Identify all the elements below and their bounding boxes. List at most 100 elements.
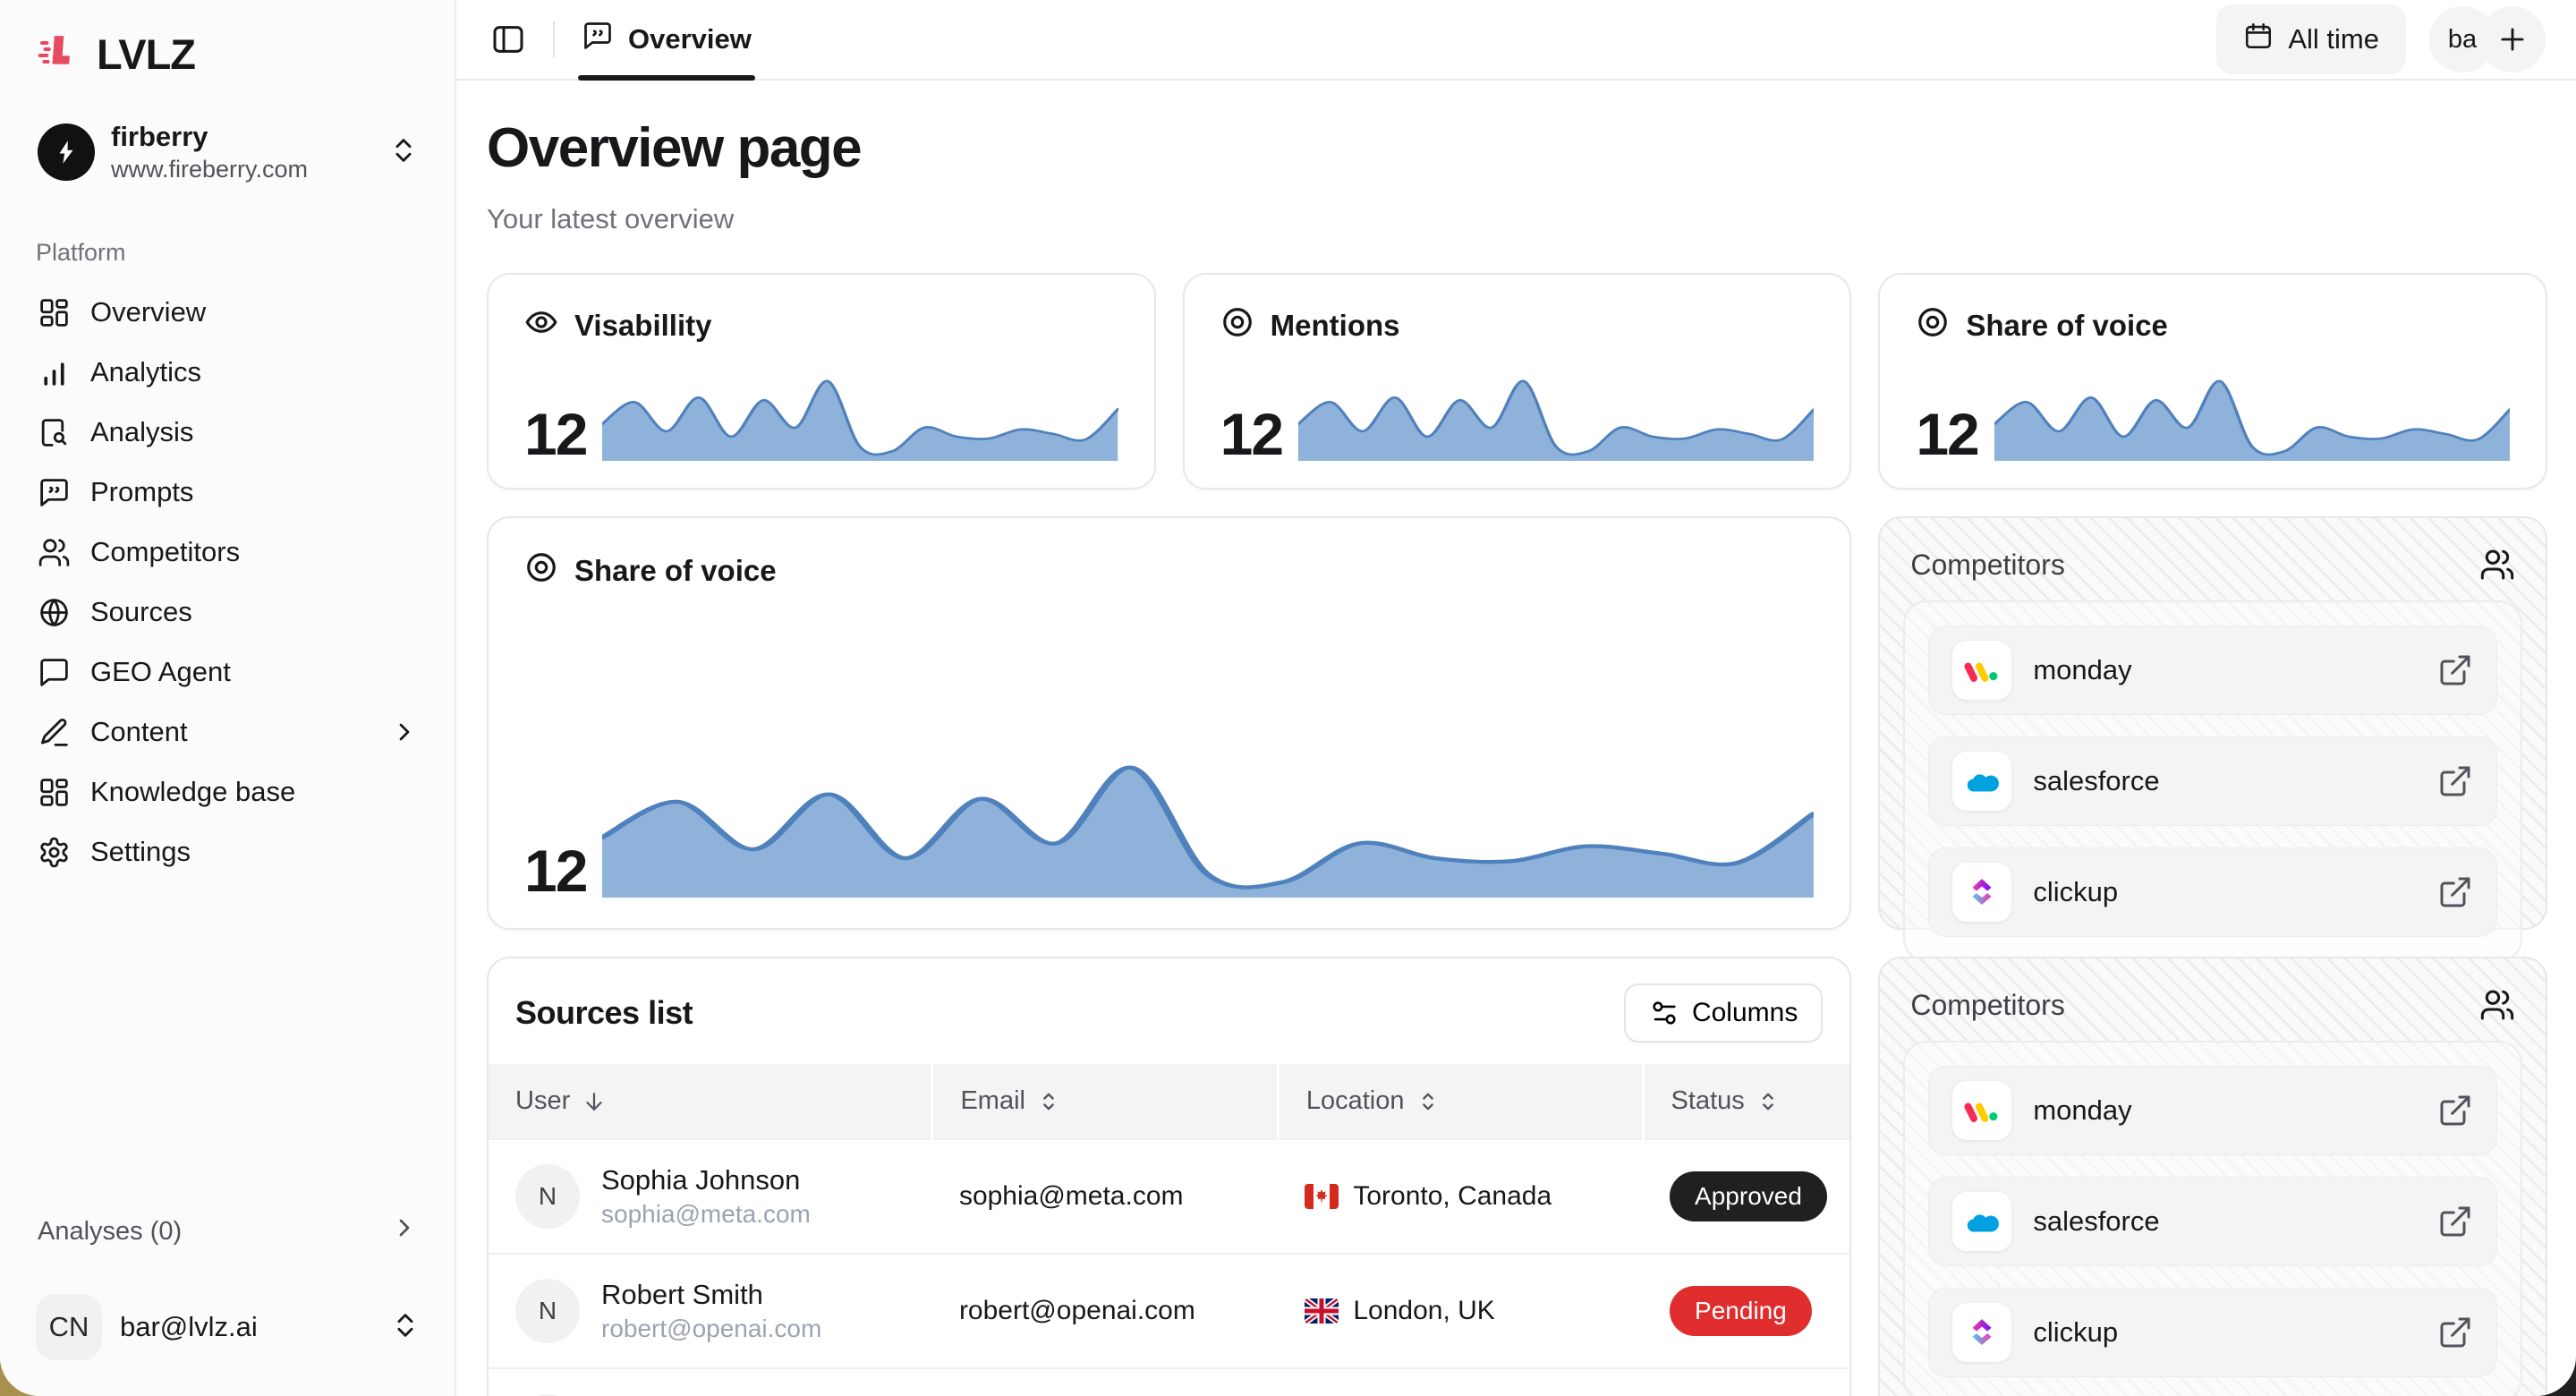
sidebar-item-analyses[interactable]: Analyses (0) [27,1201,429,1262]
page-title: Overview page [487,117,863,179]
workspace-name: firberry [111,121,208,152]
profile-avatar-button[interactable]: ba [2429,6,2495,72]
salesforce-logo-icon [1952,752,2012,811]
competitor-row[interactable]: monday [1928,626,2497,715]
external-link-icon[interactable] [2437,763,2473,799]
sidebar-item-analytics[interactable]: Analytics [27,343,429,403]
message-quote-icon [38,476,71,509]
sidebar-item-prompts[interactable]: Prompts [27,463,429,523]
email-cell: robert@openai.com [931,1253,1279,1368]
stat-card-value: 12 [524,400,588,467]
topbar: Overview All time ba [456,0,2576,81]
location-cell: London, UK [1353,1296,1495,1325]
table-row[interactable]: N Olivia Brown olivia@tesla.fr olivia@te… [489,1367,1850,1396]
columns-button[interactable]: Columns [1623,983,1824,1043]
column-header-status: Status [1643,1064,1850,1139]
status-badge: Pending [1670,1286,1812,1336]
competitors-list: monday salesforce clickup [1903,600,2522,962]
sidebar-item-label: GEO Agent [90,656,231,687]
user-account-switcher[interactable]: CN bar@lvlz.ai [27,1285,429,1369]
competitor-row[interactable]: salesforce [1928,736,2497,826]
competitors-card: Competitors monday salesforce clickup Ad… [1878,957,2547,1396]
sort-desc-icon [581,1088,608,1115]
sidebar-item-competitors[interactable]: Competitors [27,523,429,583]
competitor-row[interactable]: clickup [1928,1288,2497,1377]
time-filter-button[interactable]: All time [2216,4,2406,74]
competitor-name: monday [2033,1094,2132,1126]
sidebar-item-settings[interactable]: Settings [27,822,429,882]
sidebar-item-sources[interactable]: Sources [27,583,429,643]
stat-card-value: 12 [1220,400,1284,467]
sparkline-chart [602,740,1815,898]
sidebar-item-knowledge-base[interactable]: Knowledge base [27,762,429,822]
stat-card-title: Mentions [1270,309,1400,342]
table-header-row: User Email Location Status [489,1064,1850,1139]
sidebar-item-label: Analytics [90,356,202,387]
sparkline-chart [602,364,1118,461]
analyses-label: Analyses (0) [38,1216,183,1246]
salesforce-logo-icon [1952,1192,2012,1251]
user-avatar: CN [36,1294,102,1360]
table-row[interactable]: N Robert Smith robert@openai.com robert@… [489,1253,1850,1368]
brand-logo[interactable]: LVLZ [27,23,429,79]
external-link-icon[interactable] [2437,1093,2473,1128]
user-name: Robert Smith [601,1278,763,1310]
sidebar-item-content[interactable]: Content [27,702,429,762]
column-header-user: User [489,1064,934,1139]
lvlz-logo-icon [34,29,84,79]
sidebar: LVLZ firberry www.fireberry.com Platform… [0,0,456,1396]
dashboard-icon [38,776,71,809]
sidebar-item-label: Prompts [90,476,194,507]
sidebar-toggle-button[interactable] [487,18,530,61]
chevron-right-icon [390,718,419,746]
sidebar-item-label: Settings [90,836,191,867]
sparkline-chart [1994,364,2510,461]
bar-chart-icon [38,356,71,389]
sidebar-item-label: Sources [90,596,192,627]
chevron-right-icon [390,1213,419,1249]
sources-list-card: Sources list Columns User Email Location St… [487,957,1852,1396]
stat-card-title: Visabillity [574,309,712,342]
brand-name: LVLZ [97,30,196,78]
workspace-avatar [38,123,95,182]
external-link-icon[interactable] [2437,874,2473,910]
external-link-icon[interactable] [2437,1204,2473,1239]
eye-icon [524,305,558,346]
time-filter-label: All time [2288,23,2379,55]
monday-logo-icon [1952,641,2012,700]
topbar-divider [553,21,555,57]
country-flag-icon [1305,1184,1339,1209]
page-subtitle: Your latest overview [487,203,735,234]
competitors-card-title: Competitors [1910,548,2065,581]
stat-card-mentions: Mentions 12 [1182,273,1852,489]
external-link-icon[interactable] [2437,1315,2473,1350]
sidebar-item-overview[interactable]: Overview [27,283,429,343]
sidebar-item-label: Overview [90,296,207,328]
user-name: Sophia Johnson [601,1163,801,1196]
competitor-name: monday [2033,654,2132,685]
competitor-row[interactable]: monday [1928,1066,2497,1155]
chevron-up-down-icon [388,135,419,170]
sources-table: User Email Location Status N Sophia Johnson… [489,1064,1850,1396]
table-row[interactable]: N Sophia Johnson sophia@meta.com sophia@… [489,1138,1850,1254]
user-name: Olivia Brown [601,1392,759,1396]
stat-card-title: Share of voice [1966,309,2168,342]
competitor-row[interactable]: clickup [1928,847,2497,937]
competitor-name: salesforce [2033,765,2160,796]
competitors-card-title: Competitors [1910,988,2065,1021]
workspace-switcher[interactable]: firberry www.fireberry.com [29,113,428,192]
tab-overview[interactable]: Overview [578,0,755,81]
sort-icon [1416,1089,1441,1114]
competitor-name: clickup [2033,876,2119,907]
target-icon [1916,305,1950,346]
active-tab-indicator [578,75,755,81]
user-sub-email: robert@openai.com [601,1314,822,1342]
clickup-logo-icon [1952,863,2012,922]
competitor-row[interactable]: salesforce [1928,1177,2497,1266]
external-link-icon[interactable] [2437,652,2473,688]
sidebar-item-analysis[interactable]: Analysis [27,403,429,463]
sort-icon [1756,1089,1781,1114]
stat-card-title: Share of voice [574,554,777,587]
sidebar-item-geo-agent[interactable]: GEO Agent [27,643,429,702]
